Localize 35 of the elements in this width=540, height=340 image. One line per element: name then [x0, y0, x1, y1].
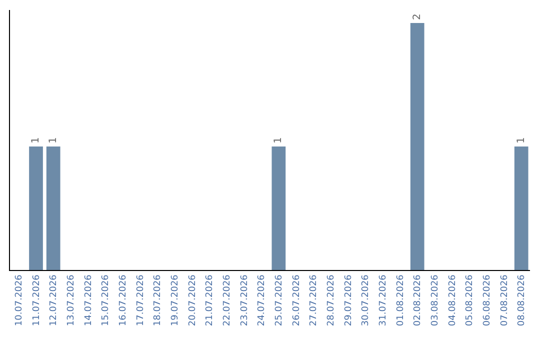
data-label: 2	[412, 14, 423, 20]
x-tick-label: 19.07.2026	[170, 274, 181, 326]
x-tick-label: 16.07.2026	[118, 274, 129, 326]
x-tick-label: 12.07.2026	[49, 274, 60, 326]
data-label: 1	[516, 137, 527, 144]
x-tick-label: 25.07.2026	[274, 274, 285, 326]
x-tick-label: 03.08.2026	[430, 274, 441, 326]
x-tick-label: 22.07.2026	[222, 274, 233, 326]
x-tick-label: 06.08.2026	[482, 274, 493, 326]
x-tick-label: 15.07.2026	[101, 274, 112, 326]
data-label: 1	[30, 137, 42, 144]
x-tick-label: 20.07.2026	[188, 274, 198, 326]
data-label: 1	[48, 137, 59, 144]
x-tick-label: 27.07.2026	[309, 274, 320, 326]
x-tick-label: 04.08.2026	[448, 274, 458, 326]
x-tick-label: 17.07.2026	[136, 274, 146, 326]
x-tick-label: 10.07.2026	[14, 274, 25, 326]
x-tick-label: 01.08.2026	[396, 274, 406, 326]
x-tick-label: 05.08.2026	[465, 274, 476, 326]
x-tick-label: 29.07.2026	[344, 274, 354, 326]
x-tick-label: 26.07.2026	[292, 274, 302, 326]
x-tick-label: 02.08.2026	[413, 274, 424, 326]
x-tick-label: 21.07.2026	[205, 274, 216, 326]
x-tick-label: 28.07.2026	[326, 274, 337, 326]
x-tick-label: 31.07.2026	[378, 274, 389, 326]
x-tick-label: 08.08.2026	[517, 274, 528, 326]
x-tick-label: 23.07.2026	[240, 274, 250, 326]
x-tick-label: 13.07.2026	[66, 274, 77, 326]
x-tick-label: 07.08.2026	[500, 274, 510, 326]
x-tick-label: 24.07.2026	[257, 274, 268, 326]
x-tick-label: 11.07.2026	[32, 274, 42, 326]
x-tick-label: 30.07.2026	[361, 274, 372, 326]
x-tick-label: 14.07.2026	[84, 274, 94, 326]
data-label: 1	[273, 137, 284, 144]
x-tick-label: 18.07.2026	[153, 274, 164, 326]
